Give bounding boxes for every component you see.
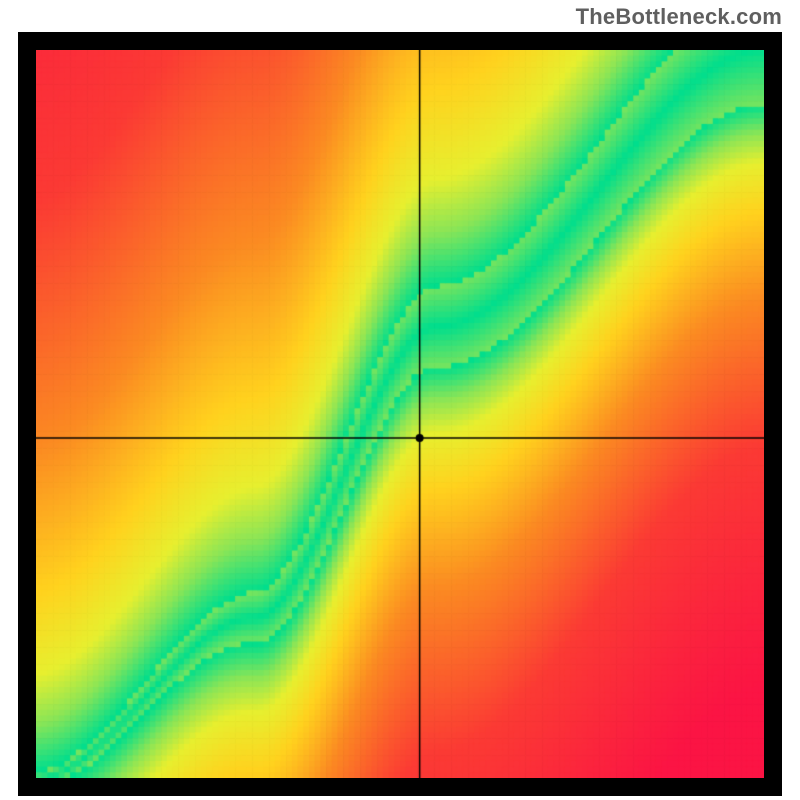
watermark-text: TheBottleneck.com [576,4,782,30]
heatmap-canvas [36,50,764,778]
chart-container: TheBottleneck.com [0,0,800,800]
